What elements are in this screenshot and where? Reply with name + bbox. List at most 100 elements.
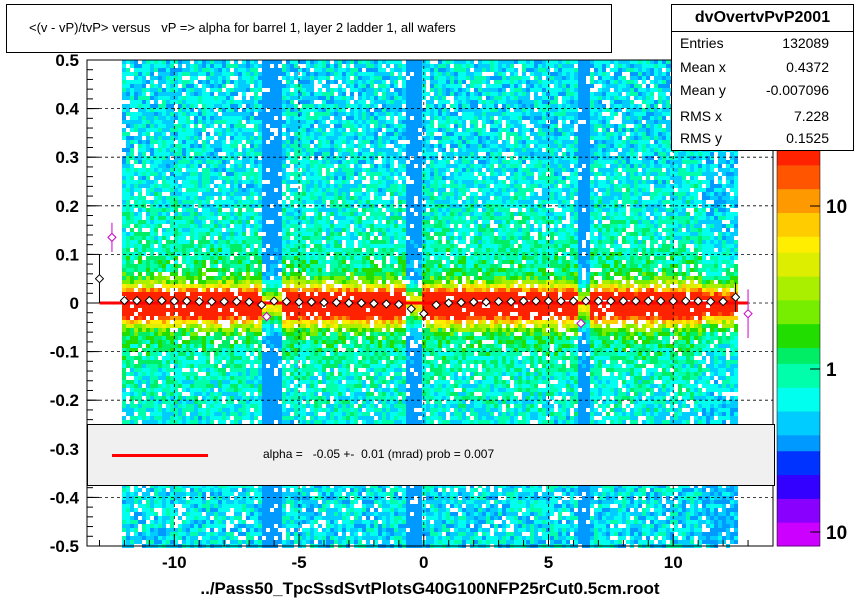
heatmap-cell	[154, 408, 158, 412]
heatmap-cell	[130, 216, 134, 220]
heatmap-cell	[258, 392, 262, 396]
heatmap-cell	[122, 512, 126, 516]
heatmap-cell	[278, 484, 282, 488]
heatmap-cell	[278, 236, 282, 240]
heatmap-cell	[178, 128, 182, 132]
heatmap-cell	[174, 496, 178, 500]
heatmap-cell	[162, 188, 166, 192]
heatmap-cell	[298, 384, 302, 388]
heatmap-cell	[238, 104, 242, 108]
heatmap-cell	[178, 116, 182, 120]
heatmap-cell	[294, 536, 298, 540]
heatmap-cell	[286, 332, 290, 336]
heatmap-cell	[182, 292, 186, 296]
heatmap-cell	[150, 224, 154, 228]
heatmap-cell	[246, 324, 250, 328]
heatmap-cell	[170, 348, 174, 352]
heatmap-cell	[230, 208, 234, 212]
heatmap-cell	[266, 200, 270, 204]
heatmap-cell	[294, 512, 298, 516]
heatmap-cell	[234, 220, 238, 224]
heatmap-cell	[250, 380, 254, 384]
heatmap-cell	[146, 332, 150, 336]
heatmap-cell	[242, 488, 246, 492]
heatmap-cell	[142, 96, 146, 100]
heatmap-cell	[242, 376, 246, 380]
heatmap-cell	[174, 392, 178, 396]
heatmap-cell	[302, 352, 306, 356]
heatmap-cell	[258, 228, 262, 232]
heatmap-cell	[218, 520, 222, 524]
heatmap-cell	[282, 264, 286, 268]
heatmap-cell	[194, 412, 198, 416]
heatmap-cell	[206, 388, 210, 392]
heatmap-cell	[126, 516, 130, 520]
heatmap-cell	[238, 284, 242, 288]
heatmap-cell	[130, 172, 134, 176]
heatmap-cell	[230, 164, 234, 168]
heatmap-cell	[254, 144, 258, 148]
heatmap-cell	[186, 404, 190, 408]
heatmap-cell	[302, 496, 306, 500]
heatmap-cell	[162, 200, 166, 204]
heatmap-cell	[122, 164, 126, 168]
heatmap-cell	[266, 360, 270, 364]
heatmap-cell	[162, 520, 166, 524]
heatmap-cell	[218, 188, 222, 192]
heatmap-cell	[286, 288, 290, 292]
heatmap-cell	[294, 304, 298, 308]
heatmap-cell	[126, 264, 130, 268]
heatmap-cell	[210, 412, 214, 416]
heatmap-cell	[238, 292, 242, 296]
heatmap-cell	[130, 356, 134, 360]
heatmap-cell	[262, 352, 266, 356]
heatmap-cell	[226, 536, 230, 540]
heatmap-cell	[246, 76, 250, 80]
heatmap-cell	[266, 368, 270, 372]
heatmap-cell	[262, 420, 266, 424]
heatmap-cell	[186, 196, 190, 200]
heatmap-cell	[146, 536, 150, 540]
heatmap-cell	[222, 372, 226, 376]
heatmap-cell	[206, 504, 210, 508]
heatmap-cell	[298, 124, 302, 128]
heatmap-cell	[190, 148, 194, 152]
heatmap-cell	[302, 372, 306, 376]
heatmap-cell	[178, 496, 182, 500]
heatmap-cell	[290, 276, 294, 280]
heatmap-cell	[186, 224, 190, 228]
heatmap-cell	[194, 64, 198, 68]
heatmap-cell	[218, 200, 222, 204]
heatmap-cell	[122, 72, 126, 76]
heatmap-cell	[258, 272, 262, 276]
heatmap-cell	[198, 196, 202, 200]
heatmap-cell	[274, 516, 278, 520]
heatmap-cell	[122, 536, 126, 540]
heatmap-cell	[122, 196, 126, 200]
heatmap-cell	[154, 212, 158, 216]
heatmap-cell	[294, 312, 298, 316]
heatmap-cell	[302, 192, 306, 196]
heatmap-cell	[146, 176, 150, 180]
heatmap-cell	[222, 136, 226, 140]
heatmap-cell	[234, 128, 238, 132]
heatmap-cell	[154, 196, 158, 200]
heatmap-cell	[162, 524, 166, 528]
heatmap-cell	[130, 60, 134, 64]
heatmap-cell	[154, 340, 158, 344]
heatmap-cell	[162, 252, 166, 256]
heatmap-cell	[154, 88, 158, 92]
heatmap-cell	[214, 492, 218, 496]
heatmap-cell	[190, 224, 194, 228]
heatmap-cell	[190, 516, 194, 520]
heatmap-cell	[298, 224, 302, 228]
heatmap-cell	[282, 352, 286, 356]
heatmap-cell	[238, 264, 242, 268]
heatmap-cell	[298, 248, 302, 252]
heatmap-cell	[290, 280, 294, 284]
heatmap-cell	[238, 540, 242, 544]
heatmap-cell	[302, 276, 306, 280]
heatmap-cell	[246, 376, 250, 380]
heatmap-cell	[174, 284, 178, 288]
heatmap-cell	[246, 268, 250, 272]
